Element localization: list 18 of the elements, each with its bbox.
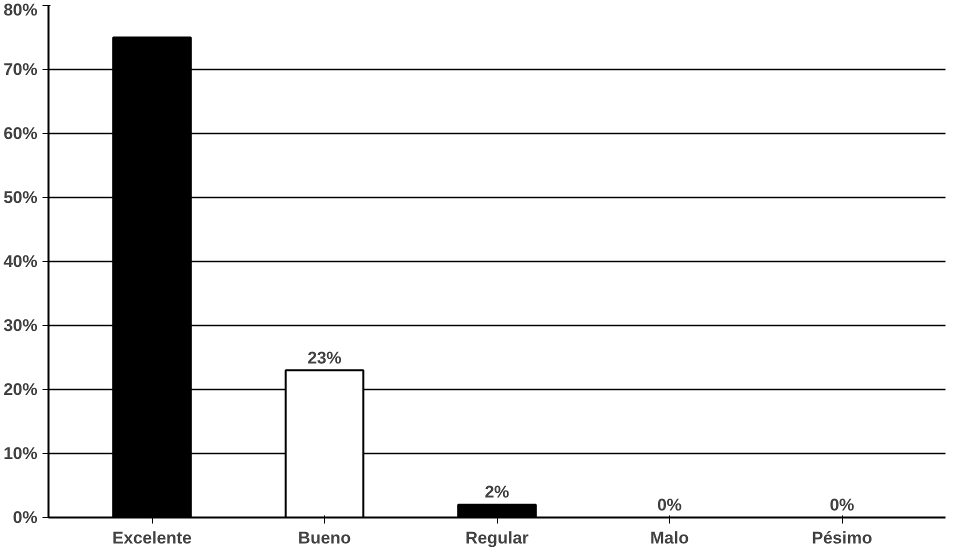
y-tick-label: 0%	[12, 508, 38, 527]
y-tick-label: 50%	[3, 188, 38, 207]
data-label: 0%	[830, 496, 854, 514]
data-label: 0%	[657, 496, 682, 514]
y-tick-label: 80%	[3, 0, 38, 20]
data-label: 23%	[307, 348, 342, 368]
data-label: 2%	[484, 482, 510, 502]
y-tick-label: 40%	[3, 252, 38, 271]
x-tick-label: Malo	[650, 528, 689, 548]
y-tick-label: 10%	[3, 444, 38, 463]
y-tick-label: 20%	[3, 380, 38, 399]
y-tick-label: 70%	[3, 60, 38, 79]
y-tick-label: 60%	[3, 124, 38, 143]
x-tick-label: Excelente	[112, 528, 192, 548]
x-tick-label: Pésimo	[812, 528, 872, 548]
y-tick-label: 30%	[3, 316, 38, 335]
x-tick-label: Regular	[465, 528, 530, 548]
x-tick-label: Bueno	[298, 528, 351, 548]
